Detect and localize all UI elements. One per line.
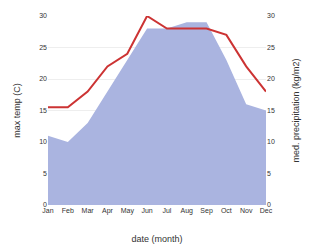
svg-text:10: 10 — [39, 138, 47, 145]
svg-text:Sep: Sep — [200, 207, 213, 215]
svg-text:med. precipitation (kg/m2): med. precipitation (kg/m2) — [291, 58, 301, 162]
svg-text:30: 30 — [267, 12, 275, 19]
svg-text:Dec: Dec — [260, 207, 273, 214]
svg-text:25: 25 — [39, 44, 47, 51]
svg-text:Oct: Oct — [221, 207, 232, 214]
svg-text:10: 10 — [267, 138, 275, 145]
svg-text:20: 20 — [267, 75, 275, 82]
svg-text:Apr: Apr — [102, 207, 114, 215]
svg-text:max temp (C): max temp (C) — [12, 83, 22, 138]
svg-text:Mar: Mar — [82, 207, 95, 214]
svg-text:date (month): date (month) — [131, 234, 182, 244]
svg-text:Nov: Nov — [240, 207, 253, 214]
svg-text:25: 25 — [267, 44, 275, 51]
svg-text:0: 0 — [43, 201, 47, 208]
svg-text:15: 15 — [267, 107, 275, 114]
svg-text:15: 15 — [39, 107, 47, 114]
svg-text:0: 0 — [267, 201, 271, 208]
svg-text:Feb: Feb — [62, 207, 74, 214]
svg-text:Aug: Aug — [180, 207, 193, 215]
svg-text:20: 20 — [39, 75, 47, 82]
svg-text:Jul: Jul — [162, 207, 171, 214]
svg-text:Jun: Jun — [141, 207, 152, 214]
svg-text:5: 5 — [267, 170, 271, 177]
svg-text:30: 30 — [39, 12, 47, 19]
svg-text:May: May — [121, 207, 135, 215]
svg-text:Jan: Jan — [42, 207, 53, 214]
svg-text:5: 5 — [43, 170, 47, 177]
